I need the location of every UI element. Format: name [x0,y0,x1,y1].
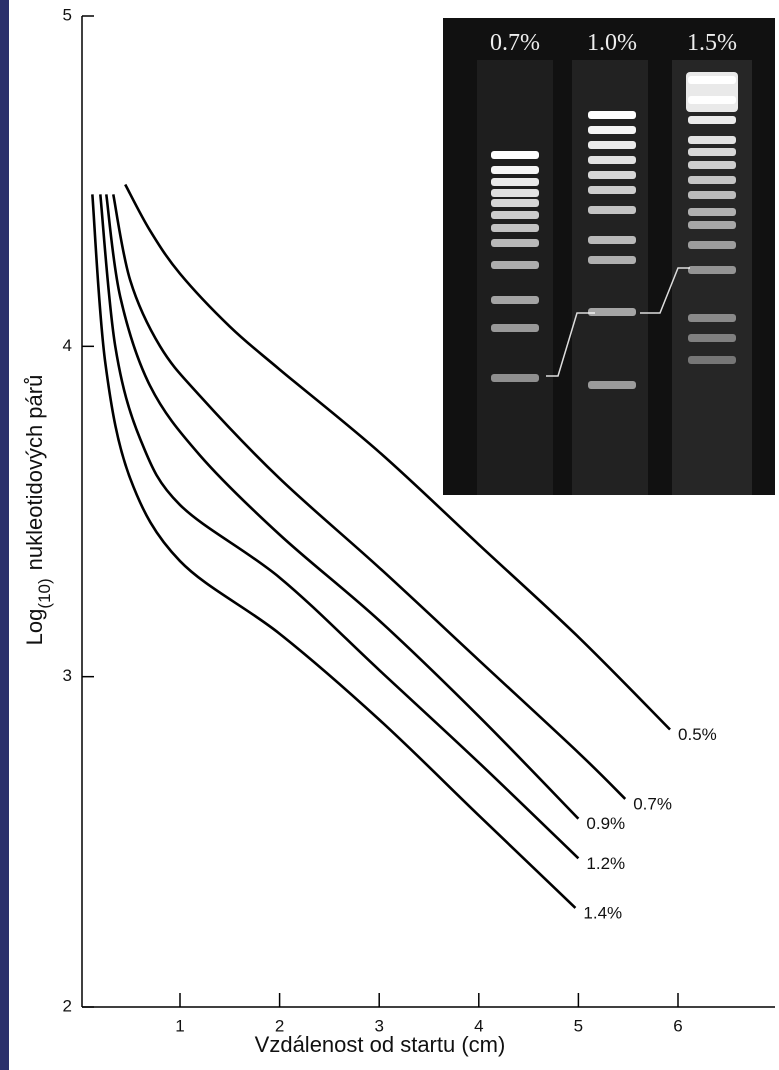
gel-lane-label: 1.0% [587,30,637,56]
y-title-sub: (10) [35,578,54,608]
curve-label: 0.9% [586,814,625,833]
gel-lane-label: 1.5% [687,30,737,56]
gel-band [491,178,539,186]
y-tick-label: 2 [63,996,72,1015]
gel-band [491,239,539,247]
gel-band [688,191,736,199]
gel-band [588,141,636,149]
gel-band [491,211,539,219]
x-axis-title: Vzdálenost od startu (cm) [255,1032,506,1057]
gel-lane-label: 0.7% [490,30,540,56]
gel-band [688,334,736,342]
x-tick-label: 6 [673,1016,682,1035]
gel-inset: 0.7% 1.0% 1.5% [443,18,775,495]
gel-connector [546,312,595,377]
gel-band [688,356,736,364]
gel-lane [672,60,752,495]
gel-band [688,116,736,124]
y-tick-label: 3 [63,666,72,685]
y-axis-title: Log(10) nukleotidových párů [22,375,54,646]
gel-band [588,236,636,244]
gel-band [688,241,736,249]
slide-edge [0,0,9,1070]
curve [124,183,671,731]
gel-band [491,296,539,304]
curve-label: 0.5% [678,725,717,744]
curve [111,194,627,800]
gel-band [588,381,636,389]
gel-lane [477,60,553,495]
gel-band [491,374,539,382]
gel-band [588,126,636,134]
gel-band [686,72,738,112]
y-title-part: Log [22,609,47,646]
gel-band [491,151,539,159]
x-tick-label: 5 [574,1016,583,1035]
gel-band [588,186,636,194]
gel-band [688,176,736,184]
gel-band [688,314,736,322]
y-tick-label: 4 [63,336,72,355]
gel-band [491,324,539,332]
gel-band [588,206,636,214]
gel-band [588,256,636,264]
x-tick-label: 1 [175,1016,184,1035]
gel-band [491,166,539,174]
gel-band [491,199,539,207]
y-title-part: nukleotidových párů [22,375,47,571]
curve-label: 1.2% [586,854,625,873]
gel-band [688,136,736,144]
gel-band [688,161,736,169]
x-tick-label: 4 [474,1016,483,1035]
gel-band [588,156,636,164]
curve [91,194,577,909]
gel-band [491,261,539,269]
curve-label: 0.7% [633,794,672,813]
curve [105,194,580,820]
gel-band [588,308,636,316]
curve-label: 1.4% [583,903,622,922]
curve [99,194,580,860]
gel-lane [572,60,648,495]
gel-connector [640,267,690,314]
gel-band [588,111,636,119]
gel-band [588,171,636,179]
gel-band [491,224,539,232]
gel-band [688,221,736,229]
gel-band [688,208,736,216]
gel-band [688,148,736,156]
gel-band [688,266,736,274]
gel-band [491,189,539,197]
y-tick-label: 5 [63,5,72,24]
x-tick-label: 2 [275,1016,284,1035]
x-tick-label: 3 [374,1016,383,1035]
